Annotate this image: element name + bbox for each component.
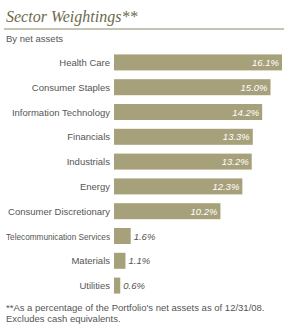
labels: Health Care 16.1% Consumer Staples 15.0% Inf… [6,57,280,291]
data-label: 15.0% [241,82,268,93]
category-label: Telecommunication Services [6,231,110,242]
category-label: Financials [67,131,110,142]
data-label: 0.6% [123,280,145,291]
chart-svg: Sector Weightings** By net assets Health C… [0,0,288,335]
category-label: Information Technology [12,107,110,118]
data-label: 12.3% [212,181,239,192]
data-label: 13.3% [223,131,250,142]
data-label: 14.2% [232,107,259,118]
category-label: Consumer Staples [32,82,110,93]
title: Sector Weightings** [6,8,137,26]
bar [114,79,271,95]
bar [114,154,252,170]
data-label: 13.2% [222,156,249,167]
bar [114,129,253,145]
chart-root: Sector Weightings** By net assets Health C… [0,0,288,335]
bar [114,54,282,70]
bar [114,104,262,120]
category-label: Utilities [79,280,110,291]
bar [114,203,220,219]
bar [114,228,131,244]
category-label: Consumer Discretionary [8,206,110,217]
data-label: 1.6% [134,231,156,242]
data-label: 16.1% [252,57,279,68]
subtitle: By net assets [6,33,63,44]
bar [114,178,242,194]
category-label: Energy [80,181,110,192]
data-label: 10.2% [190,206,217,217]
title-rule [4,29,284,30]
bar [114,278,120,294]
bars [114,54,282,293]
category-label: Industrials [67,156,111,167]
category-label: Health Care [59,57,110,68]
category-label: Materials [71,255,110,266]
bar [114,253,125,269]
data-label: 1.1% [128,255,150,266]
footnote: **As a percentage of the Portfolio's net… [6,302,282,324]
